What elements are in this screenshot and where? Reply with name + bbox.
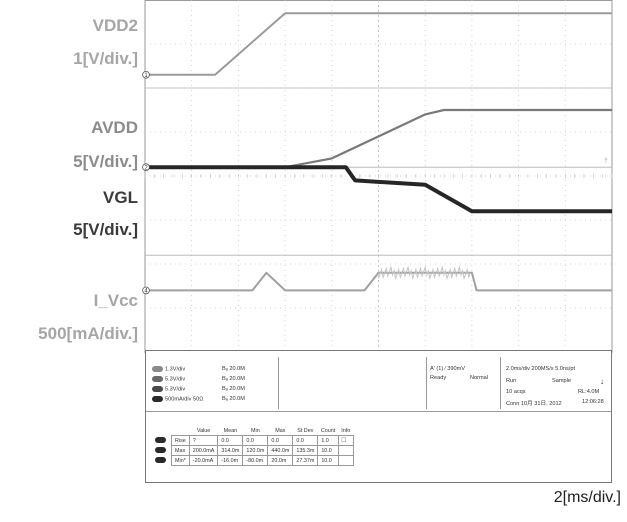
- trace-vgl: [145, 165, 612, 214]
- header-cell: [172, 426, 190, 436]
- channel-2-bw: Bₐ 20.0M: [222, 376, 245, 382]
- channel-3-chip: [152, 386, 163, 392]
- scope-traces: [145, 12, 612, 292]
- divider: [426, 357, 427, 409]
- header-stdev: St Dev: [297, 427, 314, 434]
- channel-4-bw: Bₐ 20.0M: [222, 396, 245, 402]
- channel-marker-icon: [142, 286, 150, 295]
- measurement-row: Min* -20.0mA -16.0m -80.0m 20.0m 27.37m …: [152, 455, 354, 466]
- measurement-name: Rise: [171, 435, 190, 446]
- run-state: Run: [506, 378, 517, 384]
- channel-3-bw: Bₐ 20.0M: [222, 386, 245, 392]
- trigger-mode: Normal: [470, 375, 489, 381]
- channel-marker-text: 4: [144, 289, 148, 295]
- measurement-row: Rise ? 0.0 0.0 0.0 0.0 1.0 □: [152, 435, 354, 446]
- channel-4-chip: [155, 457, 166, 464]
- acquisition-count: 10 acqs: [506, 389, 526, 395]
- channel-marker-text: 2: [144, 166, 148, 172]
- measurement-row: Max 200.0mA 314.0m 120.0m 440.0m 135.3m …: [152, 445, 354, 456]
- channel-markers: 1 2 4 †: [142, 71, 608, 295]
- scope-graticule: [144, 0, 613, 353]
- channel-1-chip: [152, 366, 163, 372]
- header-mean: Mean: [223, 427, 238, 434]
- channel-marker-icon: [142, 163, 150, 172]
- trace-i-vcc-noise: [378, 265, 471, 281]
- info-icon: □: [337, 435, 354, 446]
- divider: [146, 411, 611, 412]
- channel-4-chip: [155, 447, 166, 454]
- offscreen-marker-icon: †: [604, 158, 608, 165]
- channel-4-chip: [152, 396, 163, 402]
- record-length: RL:4.0M: [578, 389, 600, 395]
- ivcc-scale-label: 500[mA/div.]: [38, 324, 138, 343]
- trace-i-vcc: [145, 271, 612, 292]
- measurement-name: Min*: [171, 455, 190, 466]
- measurement-header-row: Value Mean Min Max St Dev Count Info: [152, 426, 353, 436]
- arrow-down-icon: ↓: [600, 377, 604, 386]
- time-scale-label: 2[ms/div.]: [553, 489, 621, 506]
- vgl-scale-label: 5[V/div.]: [73, 220, 138, 239]
- header-cell: [152, 426, 172, 436]
- channel-marker-text: 1: [144, 73, 148, 79]
- trigger-source: A' (1) ∕ 390mV: [430, 366, 465, 372]
- measurement-name: Max: [171, 445, 190, 456]
- vdd2-scale-label: 1[V/div.]: [73, 49, 138, 68]
- header-max: Max: [275, 427, 286, 434]
- channel-2-chip: [152, 376, 163, 382]
- ivcc-label: I_Vcc: [93, 291, 138, 310]
- channel-3-setting: 5.3V/div: [152, 386, 185, 392]
- timebase-rate: 2.0ms/div 200MS/s 5.0ns/pt: [506, 366, 576, 372]
- capture-time: 12:06:28: [582, 399, 604, 405]
- header-min: Min: [251, 427, 260, 434]
- channel-4-chip: [155, 437, 166, 444]
- channel-1-setting: 1.3V/div: [152, 366, 185, 372]
- divider: [278, 357, 279, 409]
- trace-vdd2: [145, 12, 612, 76]
- header-count: Count: [320, 427, 336, 434]
- header-info: Info: [341, 427, 351, 434]
- measurement-table: Value Mean Min Max St Dev Count Info Ris…: [152, 426, 354, 466]
- avdd-scale-label: 5[V/div.]: [73, 152, 138, 171]
- channel-marker-icon: [142, 71, 150, 79]
- header-value: Value: [196, 427, 211, 434]
- sample-mode: Sample: [552, 378, 571, 384]
- avdd-label: AVDD: [91, 118, 138, 137]
- divider: [500, 357, 501, 409]
- channel-2-setting: 5.3V/div: [152, 376, 185, 382]
- channel-1-bw: Bₐ 20.0M: [222, 366, 245, 372]
- channel-4-setting: 500mA/div 50Ω: [152, 396, 203, 402]
- vgl-label: VGL: [103, 188, 138, 207]
- trigger-state: Ready: [430, 375, 447, 381]
- capture-date: Conn 10月 31日, 2012: [506, 401, 562, 407]
- vdd2-label: VDD2: [92, 16, 138, 35]
